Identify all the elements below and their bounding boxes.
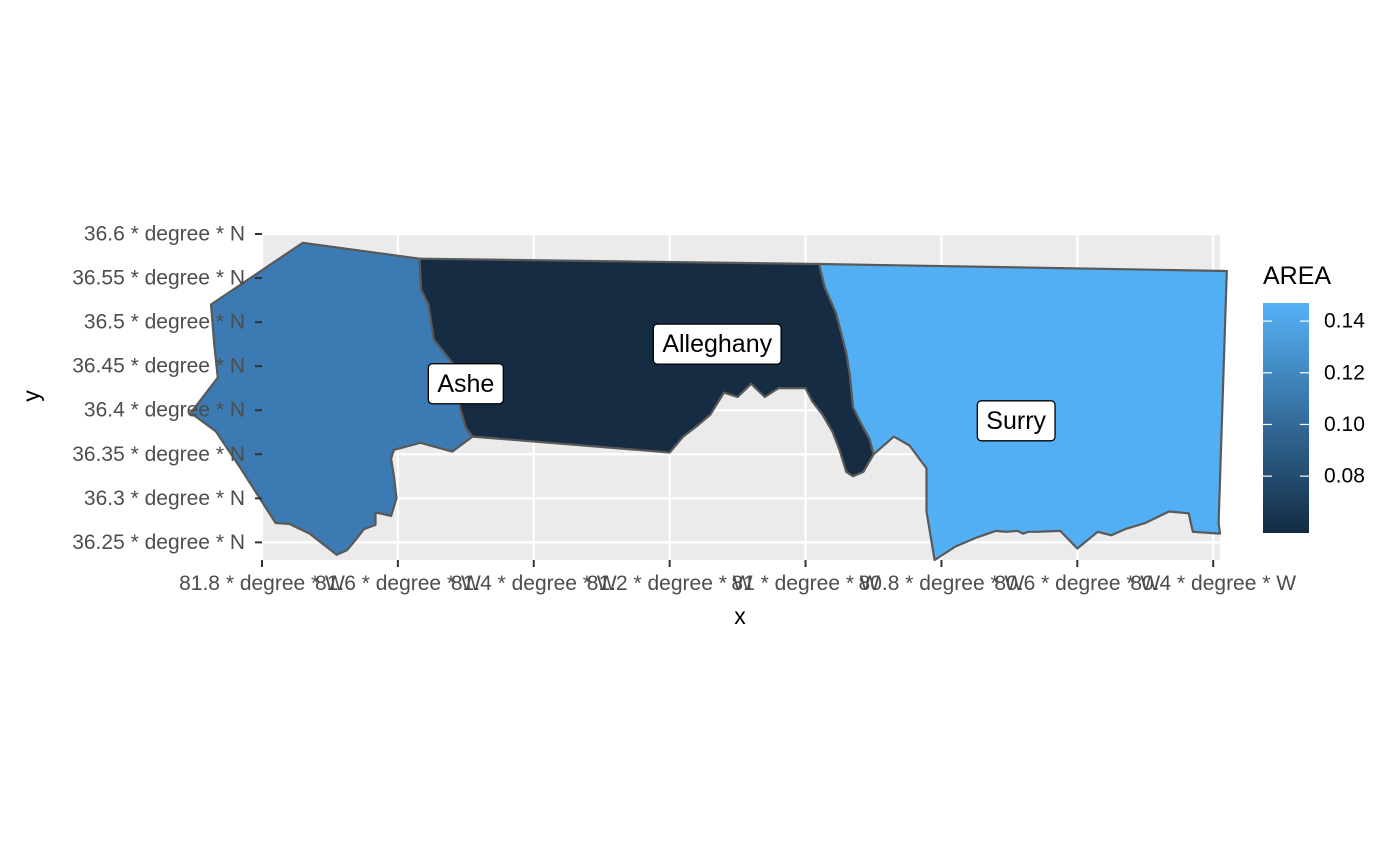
x-tick-label-3: 81.2 * degree * W [587, 572, 753, 595]
legend-label-2: 0.10 [1324, 413, 1365, 436]
y-tick-label-2: 36.5 * degree * N [84, 311, 245, 334]
y-tick-label-0: 36.6 * degree * N [84, 223, 245, 246]
county-label-alleghany: Alleghany [652, 323, 782, 365]
y-tick-label-4: 36.4 * degree * N [84, 399, 245, 422]
x-tick-label-1: 81.6 * degree * W [315, 572, 481, 595]
x-tick-label-7: 80.4 * degree * W [1130, 572, 1296, 595]
label-box [652, 323, 782, 365]
area-legend: AREA 0.14 0.12 0.10 0.08 [1263, 262, 1365, 533]
y-tick-label-6: 36.3 * degree * N [84, 487, 245, 510]
county-label-surry: Surry [976, 400, 1056, 442]
x-tick-label-0: 81.8 * degree * W [179, 572, 345, 595]
y-tick-label-7: 36.25 * degree * N [72, 531, 245, 554]
x-tick-label-2: 81.4 * degree * W [451, 572, 617, 595]
county-label-ashe: Ashe [427, 363, 504, 405]
legend-colorbar [1263, 303, 1309, 533]
x-axis: 81.8 * degree * W81.6 * degree * W81.4 *… [179, 560, 1296, 595]
legend-label-1: 0.12 [1324, 361, 1365, 384]
legend-label-3: 0.08 [1324, 465, 1365, 488]
x-axis-title: x [734, 603, 746, 629]
legend-breaks: 0.14 0.12 0.10 0.08 [1263, 310, 1365, 488]
label-text: Alleghany [662, 330, 772, 358]
label-box [427, 363, 504, 405]
label-text: Ashe [437, 370, 494, 398]
label-box [976, 400, 1056, 442]
x-tick-label-4: 81 * degree * W [731, 572, 879, 595]
y-axis-title: y [18, 390, 44, 402]
x-tick-label-6: 80.6 * degree * W [994, 572, 1160, 595]
county-labels: Ashe Alleghany Surry [427, 323, 1056, 442]
legend-title: AREA [1263, 262, 1331, 290]
y-tick-label-1: 36.55 * degree * N [72, 267, 245, 290]
label-text: Surry [986, 407, 1046, 435]
y-tick-label-5: 36.35 * degree * N [72, 443, 245, 466]
y-axis: 36.6 * degree * N 36.55 * degree * N 36.5 … [72, 223, 262, 554]
legend-label-0: 0.14 [1324, 310, 1365, 333]
y-tick-label-3: 36.45 * degree * N [72, 355, 245, 378]
x-tick-label-5: 80.8 * degree * W [859, 572, 1025, 595]
